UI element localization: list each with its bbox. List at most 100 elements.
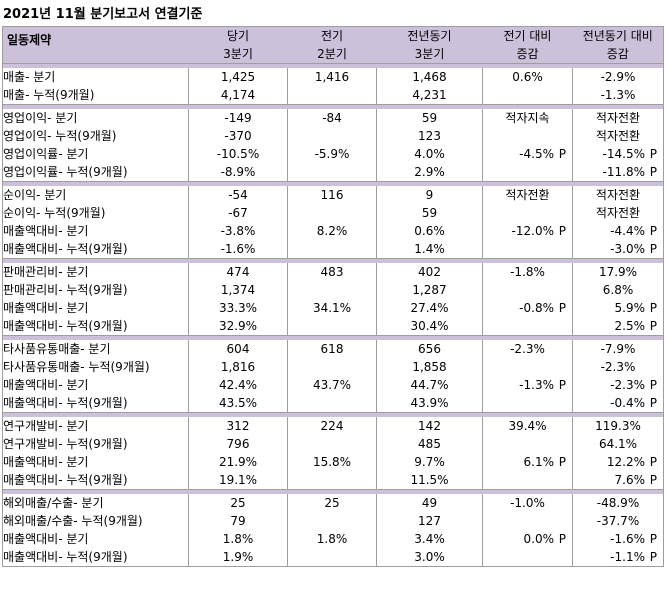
row-label: 매출액대비- 누적(9개월) xyxy=(2,317,189,336)
change-value: -4.5% xyxy=(519,147,554,161)
change-value: 6.8% xyxy=(602,283,634,297)
cell-prior-year: 11.5% xyxy=(376,471,483,490)
cell-qoq-change xyxy=(482,512,573,530)
cell-previous xyxy=(287,127,377,145)
change-value: -48.9% xyxy=(596,496,640,510)
table-row: 판매관리비- 분기 474 483 402 -1.8% 17.9% xyxy=(2,263,664,281)
cell-previous: -5.9% xyxy=(287,145,377,163)
cell-current: -8.9% xyxy=(188,163,288,182)
cell-previous xyxy=(287,281,377,299)
percent-point-marker: P xyxy=(558,455,566,469)
cell-prior-year: 1,468 xyxy=(376,68,483,86)
table-row: 순이익- 누적(9개월) -67 59 적자전환 xyxy=(2,204,664,222)
change-value: 적자전환 xyxy=(595,188,641,202)
cell-yoy-change: 2.5% P xyxy=(572,317,664,336)
percent-point-marker: P xyxy=(649,532,657,546)
row-label: 매출액대비- 분기 xyxy=(2,222,189,240)
cell-qoq-change: -1.3% P xyxy=(482,376,573,394)
change-value: 2.5% xyxy=(614,319,646,333)
separator-cell xyxy=(2,258,664,263)
table-row: 순이익- 분기 -54 116 9 적자전환 적자전환 xyxy=(2,186,664,204)
change-value: -14.5% xyxy=(602,147,645,161)
cell-current: 21.9% xyxy=(188,453,288,471)
cell-current: 1,425 xyxy=(188,68,288,86)
cell-yoy-change: -2.9% xyxy=(572,68,664,86)
separator-cell xyxy=(2,489,664,494)
row-label: 매출- 누적(9개월) xyxy=(2,86,189,105)
table-row: 해외매출/수출- 분기 25 25 49 -1.0% -48.9% xyxy=(2,494,664,512)
cell-previous: 618 xyxy=(287,340,377,358)
row-label: 타사품유통매출- 분기 xyxy=(2,340,189,358)
cell-prior-year: 59 xyxy=(376,204,483,222)
table-row: 영업이익- 분기 -149 -84 59 적자지속 적자전환 xyxy=(2,109,664,127)
percent-point-marker: P xyxy=(558,147,566,161)
cell-prior-year: 4,231 xyxy=(376,86,483,105)
cell-current: 33.3% xyxy=(188,299,288,317)
cell-current: 474 xyxy=(188,263,288,281)
group-separator xyxy=(2,335,664,340)
cell-yoy-change: -3.0% P xyxy=(572,240,664,259)
cell-previous xyxy=(287,471,377,490)
change-value: -2.9% xyxy=(600,70,636,84)
cell-qoq-change xyxy=(482,435,573,453)
row-label: 매출액대비- 분기 xyxy=(2,453,189,471)
cell-previous xyxy=(287,394,377,413)
cell-previous: 1,416 xyxy=(287,68,377,86)
column-header-line2: 3분기 xyxy=(223,47,253,61)
row-label: 매출액대비- 분기 xyxy=(2,376,189,394)
table-row: 매출액대비- 누적(9개월) 19.1% 11.5% 7.6% P xyxy=(2,471,664,490)
cell-qoq-change: -0.8% P xyxy=(482,299,573,317)
table-row: 매출액대비- 누적(9개월) 43.5% 43.9% -0.4% P xyxy=(2,394,664,413)
percent-point-marker: P xyxy=(649,242,657,256)
change-value: -1.0% xyxy=(510,496,545,510)
table-row: 매출액대비- 분기 -3.8% 8.2% 0.6% -12.0% P -4.4% P xyxy=(2,222,664,240)
percent-point-marker: P xyxy=(649,165,657,179)
table-row: 매출액대비- 분기 21.9% 15.8% 9.7% 6.1% P 12.2% P xyxy=(2,453,664,471)
cell-current: -10.5% xyxy=(188,145,288,163)
cell-yoy-change: 6.8% xyxy=(572,281,664,299)
cell-yoy-change: -14.5% P xyxy=(572,145,664,163)
change-value: -1.3% xyxy=(519,378,554,392)
cell-qoq-change: 0.0% P xyxy=(482,530,573,548)
cell-qoq-change xyxy=(482,86,573,105)
separator-cell xyxy=(2,104,664,109)
row-label: 순이익- 분기 xyxy=(2,186,189,204)
cell-qoq-change xyxy=(482,394,573,413)
column-header-line1: 전년동기 대비 xyxy=(582,29,653,43)
change-value: -12.0% xyxy=(511,224,554,238)
table-row: 매출액대비- 누적(9개월) -1.6% 1.4% -3.0% P xyxy=(2,240,664,259)
cell-current: 25 xyxy=(188,494,288,512)
row-label: 매출액대비- 누적(9개월) xyxy=(2,394,189,413)
column-header-line2: 증감 xyxy=(516,47,539,61)
separator-cell xyxy=(2,412,664,417)
column-header-line1: 전기 xyxy=(320,29,344,43)
change-value: -37.7% xyxy=(596,514,640,528)
group-separator xyxy=(2,63,664,68)
cell-current: 1,374 xyxy=(188,281,288,299)
column-header-line1: 전기 대비 xyxy=(503,29,552,43)
cell-previous xyxy=(287,435,377,453)
cell-previous xyxy=(287,512,377,530)
cell-previous: 224 xyxy=(287,417,377,435)
column-header-current: 당기 3분기 xyxy=(188,26,288,64)
cell-prior-year: 30.4% xyxy=(376,317,483,336)
cell-qoq-change: -1.0% xyxy=(482,494,573,512)
cell-current: 32.9% xyxy=(188,317,288,336)
cell-previous: 8.2% xyxy=(287,222,377,240)
cell-prior-year: 9 xyxy=(376,186,483,204)
cell-prior-year: 142 xyxy=(376,417,483,435)
cell-prior-year: 1.4% xyxy=(376,240,483,259)
change-value: 5.9% xyxy=(614,301,646,315)
change-value: -3.0% xyxy=(610,242,645,256)
percent-point-marker: P xyxy=(649,147,657,161)
cell-qoq-change xyxy=(482,317,573,336)
cell-previous: 25 xyxy=(287,494,377,512)
cell-yoy-change: 적자전환 xyxy=(572,109,664,127)
change-value: 0.0% xyxy=(523,532,555,546)
cell-previous: 15.8% xyxy=(287,453,377,471)
cell-prior-year: 27.4% xyxy=(376,299,483,317)
separator-cell xyxy=(2,335,664,340)
change-value: -2.3% xyxy=(610,378,645,392)
change-value: -2.3% xyxy=(600,360,636,374)
cell-previous: 483 xyxy=(287,263,377,281)
